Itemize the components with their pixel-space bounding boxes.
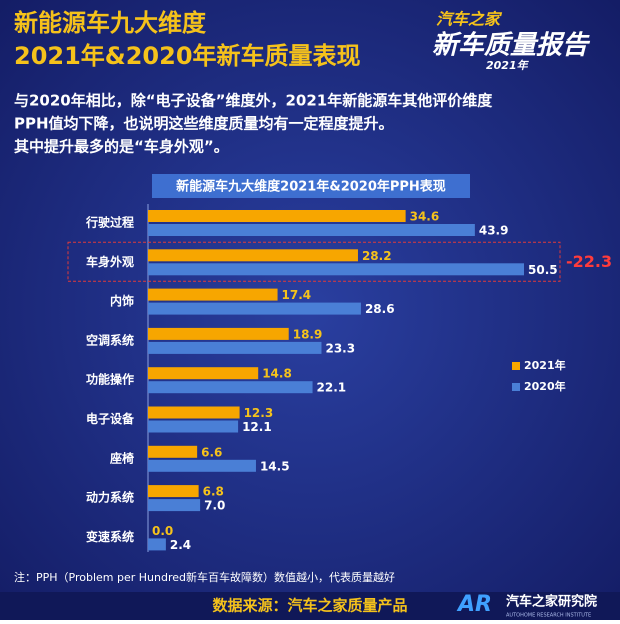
bar	[148, 499, 201, 512]
header-title: 新能源车九大维度	[14, 9, 207, 37]
bar	[148, 288, 278, 301]
category-label: 内饰	[110, 293, 134, 308]
bar	[148, 367, 259, 380]
legend-swatch	[512, 362, 520, 370]
value-label: 12.3	[244, 406, 274, 420]
legend-swatch	[512, 383, 520, 391]
footer-band	[0, 592, 620, 620]
source: 数据来源：汽车之家质量产品	[212, 597, 407, 615]
value-label: 2.4	[170, 538, 191, 552]
category-label: 变速系统	[86, 529, 134, 544]
bar	[148, 381, 313, 394]
bar	[148, 485, 199, 498]
footnote: 注：PPH（Problem per Hundred新车百车故障数）数值越小，代表…	[14, 570, 395, 584]
legend-label: 2020年	[524, 379, 566, 393]
annotation: -22.3	[566, 252, 612, 271]
value-label: 22.1	[317, 381, 347, 395]
value-label: 7.0	[204, 499, 225, 513]
bar	[148, 302, 361, 315]
chart-title: 新能源车九大维度2021年&2020年PPH表现	[176, 179, 446, 195]
legend-label: 2021年	[524, 358, 566, 372]
category-label: 功能操作	[86, 372, 134, 387]
bar	[148, 406, 240, 419]
value-label: 28.2	[362, 249, 392, 263]
category-label: 行驶过程	[85, 215, 134, 230]
bar	[148, 341, 322, 354]
institute-sub: AUTOHOME RESEARCH INSTITUTE	[506, 613, 591, 619]
bar	[148, 263, 524, 276]
value-label: 18.9	[293, 327, 323, 341]
highlight-box	[67, 241, 561, 282]
bar	[148, 327, 289, 340]
value-label: 23.3	[325, 341, 355, 355]
value-label: 14.8	[262, 367, 292, 381]
bar	[148, 459, 256, 472]
logo-brand: 汽车之家	[436, 10, 503, 29]
logo-year: 2021年	[486, 59, 530, 72]
value-label: 28.6	[365, 302, 395, 316]
bar	[148, 445, 198, 458]
value-label: 0.0	[152, 524, 173, 538]
category-label: 车身外观	[86, 254, 134, 269]
value-label: 50.5	[528, 263, 558, 277]
description: 其中提升最多的是“车身外观”。	[14, 138, 229, 156]
chart-title-box	[152, 174, 470, 198]
value-label: 6.6	[201, 445, 222, 459]
bar	[148, 224, 475, 236]
description: PPH值均下降，也说明这些维度质量均有一定程度提升。	[14, 115, 394, 133]
category-label: 空调系统	[86, 332, 134, 347]
description: 与2020年相比，除“电子设备”维度外，2021年新能源车其他评价维度	[14, 92, 493, 110]
value-label: 34.6	[410, 210, 440, 224]
category-label: 电子设备	[86, 411, 135, 426]
bar	[148, 420, 239, 433]
institute-name: 汽车之家研究院	[506, 594, 597, 610]
logo-name: 新车质量报告	[432, 31, 591, 61]
value-label: 14.5	[260, 459, 290, 473]
value-label: 43.9	[479, 224, 509, 238]
value-label: 17.4	[282, 288, 312, 302]
category-label: 动力系统	[86, 490, 134, 505]
bar	[148, 538, 166, 551]
value-label: 12.1	[242, 420, 272, 434]
bar	[148, 210, 406, 222]
header-title: 2021年&2020年新车质量表现	[14, 42, 361, 70]
bar	[148, 249, 358, 262]
value-label: 6.8	[203, 485, 224, 499]
category-label: 座椅	[109, 450, 134, 465]
institute-mark: AR	[456, 592, 492, 617]
